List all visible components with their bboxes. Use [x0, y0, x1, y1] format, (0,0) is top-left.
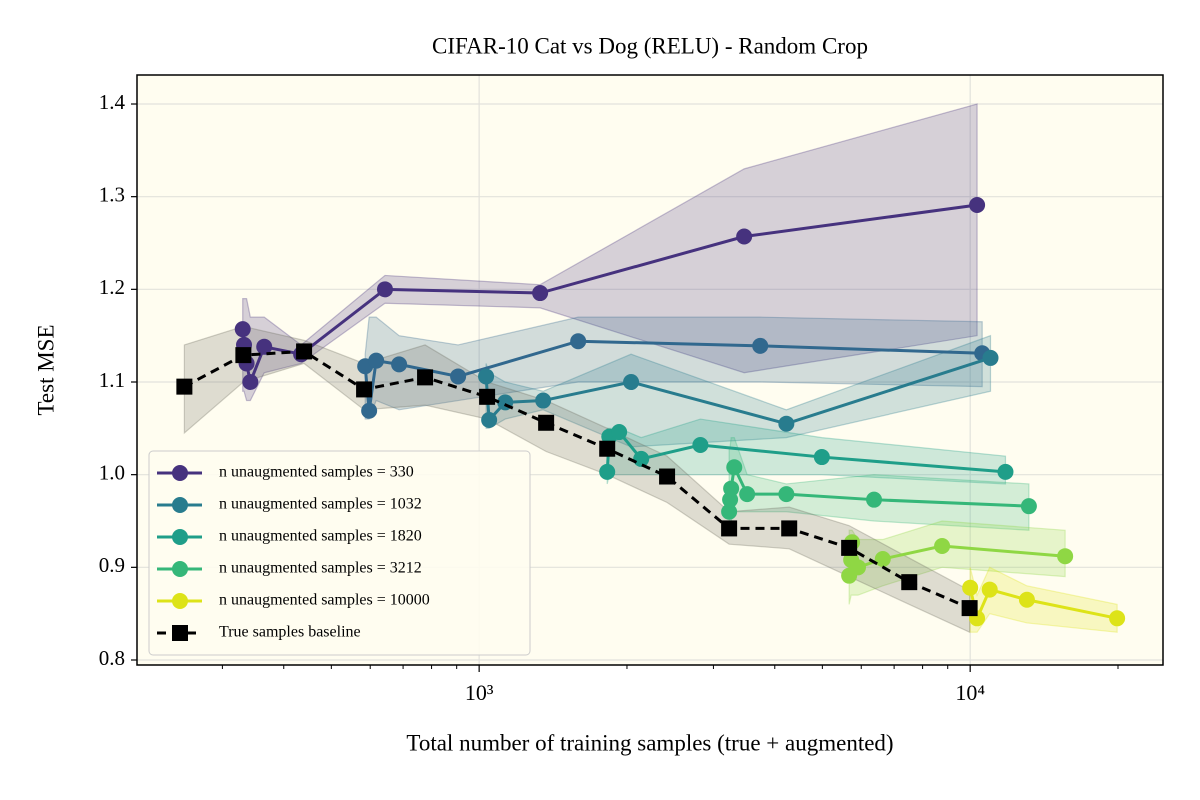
marker [356, 381, 373, 398]
y-tick-label: 0.8 [99, 646, 125, 670]
y-tick-label: 1.4 [99, 90, 126, 114]
marker [981, 581, 998, 598]
marker [172, 561, 188, 577]
marker [901, 574, 918, 591]
marker [778, 486, 795, 503]
legend-label: n unaugmented samples = 330 [219, 464, 414, 481]
marker [736, 228, 753, 245]
marker [256, 338, 273, 355]
x-axis-label: Total number of training samples (true +… [406, 730, 893, 755]
marker [481, 411, 498, 428]
legend-box [148, 450, 531, 656]
marker [962, 579, 979, 596]
marker [172, 529, 188, 545]
marker [361, 402, 378, 419]
marker [813, 449, 830, 466]
y-tick-label: 1.0 [99, 460, 125, 484]
marker [235, 347, 252, 364]
marker [532, 285, 549, 302]
marker [997, 463, 1014, 480]
marker [781, 520, 798, 537]
legend-label: n unaugmented samples = 3212 [219, 560, 422, 577]
marker [934, 538, 951, 555]
x-tick-label: 10³ [465, 680, 494, 705]
marker [726, 459, 743, 476]
error-band [183, 325, 971, 634]
legend-label: n unaugmented samples = 10000 [219, 592, 430, 609]
marker [376, 281, 393, 298]
marker [849, 559, 866, 576]
marker [570, 333, 587, 350]
y-tick-label: 1.3 [99, 182, 125, 206]
marker [841, 539, 858, 556]
marker [234, 321, 251, 338]
marker [1057, 548, 1074, 565]
marker [599, 440, 616, 457]
y-axis-label: Test MSE [33, 324, 58, 415]
marker [1020, 498, 1037, 515]
marker [739, 486, 756, 503]
marker [535, 392, 552, 409]
marker [450, 368, 467, 385]
marker [633, 450, 650, 467]
series-line [183, 349, 971, 610]
marker [623, 374, 640, 391]
x-tick-label: 10⁴ [955, 680, 985, 705]
marker [611, 424, 628, 441]
marker [752, 337, 769, 354]
chart-title: CIFAR-10 Cat vs Dog (RELU) - Random Crop [432, 33, 868, 58]
y-tick-label: 1.1 [99, 368, 125, 392]
marker [866, 491, 883, 508]
marker [172, 465, 188, 481]
marker [296, 343, 313, 360]
marker [242, 374, 259, 391]
marker [778, 415, 795, 432]
marker [538, 414, 555, 431]
legend: n unaugmented samples = 330 n unaugmented… [148, 450, 531, 656]
y-tick-label: 1.2 [99, 275, 125, 299]
legend-label: True samples baseline [219, 624, 361, 641]
marker [172, 497, 188, 513]
marker [874, 550, 891, 567]
marker [982, 349, 999, 366]
axes-frame [136, 74, 1164, 666]
error-band [848, 520, 1066, 605]
marker [723, 480, 740, 497]
marker [479, 388, 496, 405]
marker [599, 463, 616, 480]
marker [721, 520, 738, 537]
marker [172, 625, 188, 641]
marker [969, 197, 986, 214]
marker [391, 356, 408, 373]
marker [176, 378, 193, 395]
legend-label: n unaugmented samples = 1820 [219, 528, 422, 545]
y-tick-label: 0.9 [99, 553, 125, 577]
marker [417, 369, 434, 386]
marker [721, 503, 738, 520]
marker [368, 352, 385, 369]
marker [961, 600, 978, 617]
marker [692, 437, 709, 454]
error-band [242, 103, 978, 402]
legend-label: n unaugmented samples = 1032 [219, 496, 422, 513]
marker [478, 368, 495, 385]
marker [1018, 591, 1035, 608]
marker [1109, 610, 1126, 627]
error-band [969, 566, 1118, 633]
marker [659, 468, 676, 485]
marker [172, 593, 188, 609]
